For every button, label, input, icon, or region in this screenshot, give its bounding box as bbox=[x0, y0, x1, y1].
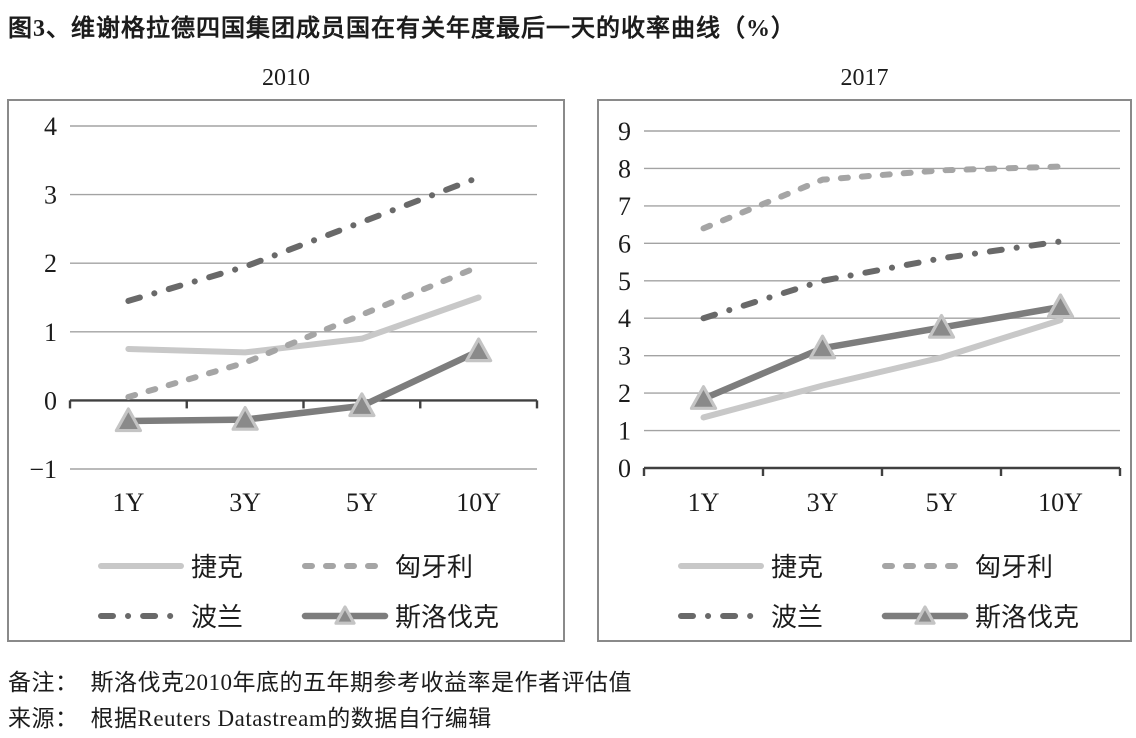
series-line-波兰 bbox=[125, 174, 482, 304]
legend-entry-slovakia: 斯洛伐克 bbox=[301, 597, 563, 634]
note-remark-text: 斯洛伐克2010年底的五年期参考收益率是作者评估值 bbox=[90, 670, 632, 695]
legend-label-poland: 波兰 bbox=[191, 603, 244, 632]
slovakia-line-sample-icon bbox=[881, 604, 969, 625]
legend-entry-hungary: 匈牙利 bbox=[301, 547, 563, 584]
y-tick-label: 4 bbox=[44, 112, 57, 141]
x-tick-label: 5Y bbox=[926, 488, 958, 517]
note-source-label: 来源： bbox=[8, 706, 79, 731]
legend-marker bbox=[914, 604, 936, 625]
x-tick-label: 3Y bbox=[229, 488, 261, 517]
y-tick-label: 2 bbox=[44, 249, 57, 278]
chart-2010-panel: −1 0 1 2 3 4 1Y 3Y 5Y 10Y 捷克 匈牙利 波兰 斯洛伐克 bbox=[7, 99, 565, 642]
legend-entry-hungary: 匈牙利 bbox=[881, 547, 1130, 584]
chart-2010-block: 2010 −1 0 1 2 3 4 1Y 3Y 5Y 10Y 捷克 匈牙利 波兰 斯洛伐 bbox=[7, 62, 565, 642]
series-marker-斯洛伐克 bbox=[114, 407, 142, 433]
chart-2017-panel: 0 1 2 3 4 5 6 7 8 9 1Y 3Y 5Y 10Y 捷克 匈牙利 波兰 斯洛伐克 bbox=[597, 99, 1132, 642]
legend-label-czech: 捷克 bbox=[191, 553, 244, 582]
legend-label-czech: 捷克 bbox=[771, 553, 824, 582]
y-tick-label: 3 bbox=[44, 181, 57, 210]
y-tick-label: 2 bbox=[618, 379, 631, 408]
chart-2017-title: 2017 bbox=[840, 65, 889, 91]
series-marker-斯洛伐克 bbox=[689, 385, 718, 410]
series-marker-斯洛伐克 bbox=[808, 334, 837, 360]
chart-2010-title: 2010 bbox=[262, 65, 310, 91]
hungary-line-sample-icon bbox=[882, 562, 968, 569]
legend-label-hungary: 匈牙利 bbox=[395, 553, 474, 582]
x-tick-label: 1Y bbox=[688, 488, 720, 517]
y-tick-label: 3 bbox=[618, 342, 631, 371]
y-tick-label: 7 bbox=[618, 192, 631, 221]
x-tick-label: 3Y bbox=[807, 488, 839, 517]
legend-label-slovakia: 斯洛伐克 bbox=[395, 603, 500, 632]
poland-line-sample-icon bbox=[98, 612, 184, 619]
chart-2017-block: 2017 0 1 2 3 4 5 6 7 8 9 1Y 3Y 5Y 10Y 捷克 匈牙利 波兰 bbox=[597, 62, 1132, 642]
czech-line-sample-icon bbox=[98, 562, 184, 569]
series-marker-斯洛伐克 bbox=[231, 406, 259, 431]
czech-line-sample-icon bbox=[678, 562, 764, 569]
y-tick-label: 6 bbox=[618, 229, 631, 258]
x-tick-label: 10Y bbox=[1038, 488, 1083, 517]
series-line-斯洛伐克 bbox=[125, 347, 482, 425]
series-line-波兰 bbox=[700, 238, 1064, 322]
legend-label-hungary: 匈牙利 bbox=[975, 553, 1054, 582]
series-line-捷克 bbox=[700, 317, 1064, 421]
figure-title: 图3、维谢格拉德四国集团成员国在有关年度最后一天的收率曲线（%） bbox=[8, 16, 796, 42]
series-line-匈牙利 bbox=[125, 263, 482, 400]
legend-entry-czech: 捷克 bbox=[97, 547, 301, 584]
legend-label-slovakia: 斯洛伐克 bbox=[975, 603, 1080, 632]
note-source: 来源： 根据Reuters Datastream的数据自行编辑 bbox=[8, 699, 492, 733]
y-tick-label: 9 bbox=[618, 117, 631, 146]
y-tick-label: 8 bbox=[618, 154, 631, 183]
series-marker-斯洛伐克 bbox=[927, 313, 956, 339]
chart-2017-legend: 捷克 匈牙利 波兰 斯洛伐克 bbox=[599, 533, 1130, 634]
x-tick-label: 1Y bbox=[112, 488, 144, 517]
y-tick-label: 1 bbox=[618, 417, 631, 446]
series-line-斯洛伐克 bbox=[700, 303, 1064, 402]
legend-entry-czech: 捷克 bbox=[677, 547, 881, 584]
slovakia-line-sample-icon bbox=[301, 604, 389, 625]
x-tick-label: 10Y bbox=[456, 488, 501, 517]
legend-marker bbox=[334, 604, 356, 625]
chart-2010-plot: −1 0 1 2 3 4 1Y 3Y 5Y 10Y bbox=[29, 112, 539, 517]
chart-2017-plot: 0 1 2 3 4 5 6 7 8 9 1Y 3Y 5Y 10Y bbox=[618, 117, 1122, 517]
x-tick-label: 5Y bbox=[346, 488, 378, 517]
series-marker-斯洛伐克 bbox=[348, 392, 376, 418]
legend-entry-poland: 波兰 bbox=[677, 597, 881, 634]
chart-2010-legend: 捷克 匈牙利 波兰 斯洛伐克 bbox=[9, 533, 563, 634]
y-tick-label: −1 bbox=[29, 455, 57, 484]
series-marker-斯洛伐克 bbox=[465, 337, 493, 363]
y-tick-label: 0 bbox=[44, 386, 57, 415]
series-line-捷克 bbox=[125, 294, 482, 356]
legend-label-poland: 波兰 bbox=[771, 603, 824, 632]
note-source-text: 根据Reuters Datastream的数据自行编辑 bbox=[90, 706, 492, 731]
y-tick-label: 5 bbox=[618, 267, 631, 296]
hungary-line-sample-icon bbox=[302, 562, 388, 569]
y-tick-label: 1 bbox=[44, 318, 57, 347]
note-remark: 备注： 斯洛伐克2010年底的五年期参考收益率是作者评估值 bbox=[8, 663, 632, 697]
legend-entry-slovakia: 斯洛伐克 bbox=[881, 597, 1130, 634]
series-marker-斯洛伐克 bbox=[1046, 293, 1075, 319]
poland-line-sample-icon bbox=[678, 612, 764, 619]
y-tick-label: 0 bbox=[618, 454, 631, 483]
legend-entry-poland: 波兰 bbox=[97, 597, 301, 634]
note-remark-label: 备注： bbox=[8, 670, 79, 695]
y-tick-label: 4 bbox=[618, 304, 631, 333]
series-line-匈牙利 bbox=[700, 163, 1064, 232]
